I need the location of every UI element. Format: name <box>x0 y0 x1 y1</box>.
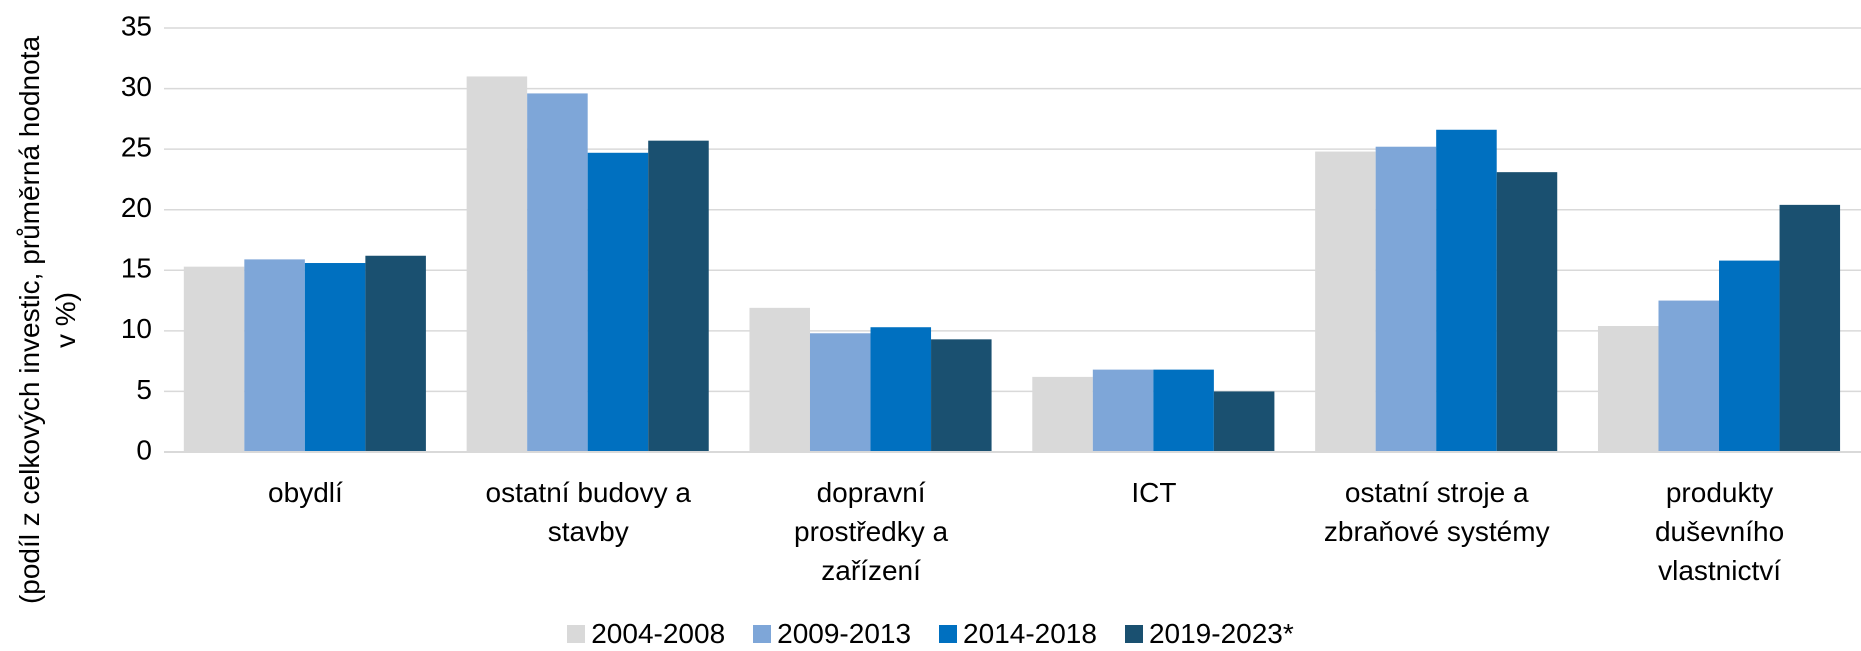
bar <box>527 93 588 452</box>
x-tick-label: ICT <box>1131 477 1177 508</box>
bar <box>1092 369 1154 452</box>
legend-label: 2004-2008 <box>591 618 726 649</box>
bar <box>749 307 810 452</box>
bar <box>1032 376 1093 452</box>
y-tick-label: 0 <box>136 434 152 465</box>
x-tick-label: obydlí <box>268 477 343 508</box>
bar <box>1315 151 1376 452</box>
bar <box>304 263 366 452</box>
y-tick-label: 15 <box>121 253 152 284</box>
legend-swatch <box>753 625 772 643</box>
bar <box>587 152 649 452</box>
bar <box>1153 369 1214 452</box>
x-tick-label: ostatní stroje a zbraňové systémy <box>1323 477 1550 547</box>
y-axis-label: (podíl z celkových investic, průměrná ho… <box>14 35 81 605</box>
legend-label: 2014-2018 <box>963 618 1097 649</box>
y-tick-label: 10 <box>121 313 152 344</box>
legend-label: 2009-2013 <box>777 618 912 649</box>
bar <box>870 327 932 452</box>
bar <box>244 259 305 452</box>
bar <box>809 333 871 452</box>
y-tick-label: 35 <box>121 10 152 41</box>
bar <box>1658 300 1720 452</box>
x-tick-label: produkty duševního vlastnictví <box>1654 477 1785 586</box>
y-tick-label: 25 <box>121 132 152 163</box>
legend-item: 2019-2023* <box>1124 618 1294 650</box>
legend-item: 2009-2013 <box>753 618 911 650</box>
legend-label: 2019-2023* <box>1148 618 1294 649</box>
bar <box>1719 260 1780 452</box>
bar <box>931 339 992 452</box>
legend-swatch <box>567 625 586 643</box>
legend-swatch <box>939 625 958 643</box>
y-tick-label: 5 <box>136 374 152 405</box>
legend-swatch <box>1124 625 1143 643</box>
bar <box>1375 146 1437 452</box>
bar <box>1597 326 1659 452</box>
bar <box>1213 391 1275 452</box>
bar <box>648 140 709 453</box>
x-tick-label: ostatní budovy a stavby <box>485 477 691 547</box>
legend-item: 2014-2018 <box>939 618 1097 650</box>
legend: 2004-2008 2009-2013 2014-2018 2019-2023* <box>0 618 1861 650</box>
y-tick-label: 30 <box>121 71 152 102</box>
legend-item: 2004-2008 <box>567 618 725 650</box>
bar <box>1436 129 1497 452</box>
bar <box>1779 204 1841 452</box>
y-tick-label: 20 <box>121 192 152 223</box>
bar <box>183 266 245 452</box>
x-tick-label: dopravní prostředky a zařízení <box>794 477 949 586</box>
bar <box>365 255 426 452</box>
bar <box>466 76 528 452</box>
bar <box>1496 172 1558 452</box>
